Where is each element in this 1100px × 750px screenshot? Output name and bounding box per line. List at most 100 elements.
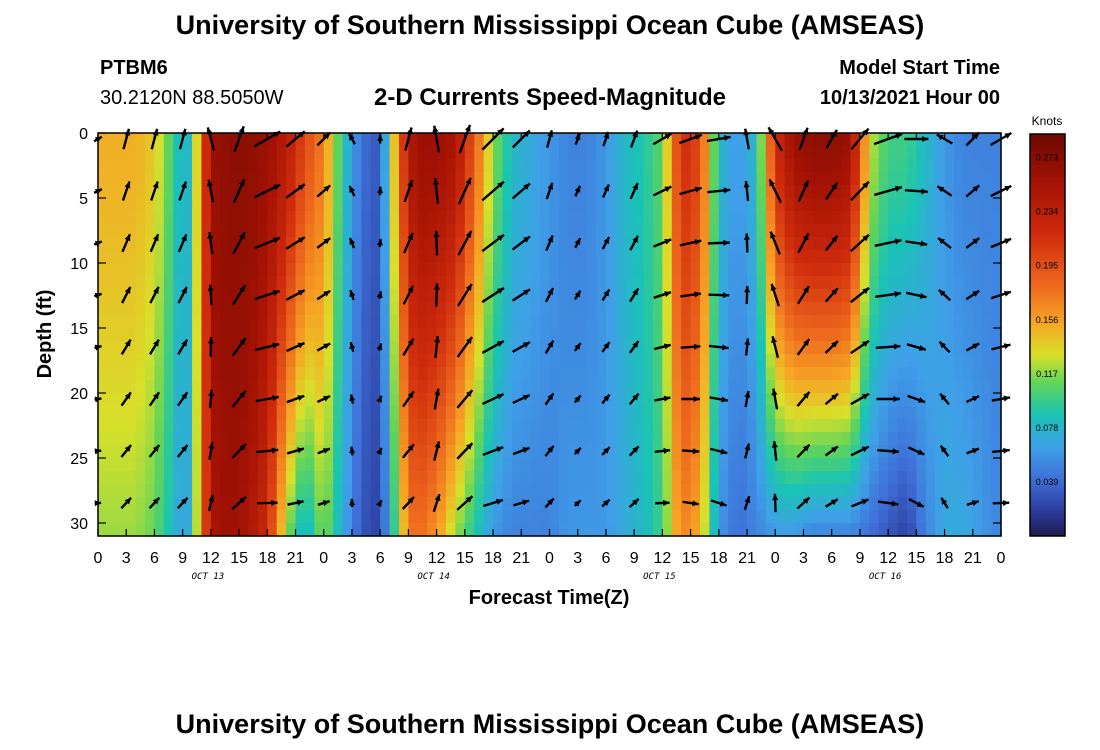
heatmap-cell [718,484,729,498]
heatmap-cell [850,393,861,407]
heatmap-cell [841,341,852,355]
heatmap-cell [784,367,795,381]
heatmap-cell [229,185,240,199]
heatmap-cell [474,237,485,251]
heatmap-cell [869,250,880,264]
heatmap-cell [229,432,240,446]
heatmap-cell [389,328,400,342]
heatmap-cell [417,133,428,147]
heatmap-cell [700,328,711,342]
heatmap-cell [718,133,729,147]
heatmap-cell [436,406,447,420]
heatmap-cell [257,302,268,316]
heatmap-cell [624,471,635,485]
heatmap-cell [831,523,842,537]
x-tick-label: 15 [907,550,925,567]
heatmap-cell [982,497,993,511]
heatmap-cell [229,172,240,186]
current-arrow [601,288,611,302]
heatmap-cell [493,224,504,238]
heatmap-cell [455,302,466,316]
heatmap-cell [953,289,964,303]
heatmap-cell [831,185,842,199]
heatmap-cell [747,445,758,459]
heatmap-cell [116,510,127,524]
heatmap-cell [229,224,240,238]
heatmap-cell [878,380,889,394]
heatmap-cell [417,146,428,160]
heatmap-cell [304,185,315,199]
heatmap-cell [446,341,457,355]
heatmap-cell [286,133,297,147]
colorbar-tick-label: 0.195 [1036,261,1059,271]
current-arrow [513,499,530,507]
current-arrow [231,337,247,357]
heatmap-cell [126,133,137,147]
heatmap-cell [98,458,109,472]
heatmap-cell [239,393,250,407]
heatmap-cell [841,276,852,290]
heatmap-cell [229,484,240,498]
heatmap-cell [596,289,607,303]
heatmap-cell [906,159,917,173]
heatmap-cell [342,367,353,381]
heatmap-cell [794,224,805,238]
heatmap-cell [765,185,776,199]
heatmap-cell [775,445,786,459]
heatmap-cell [935,510,946,524]
x-tick-label: 0 [545,550,554,567]
heatmap-cell [483,471,494,485]
heatmap-cell [982,133,993,147]
heatmap-cell [709,250,720,264]
heatmap-cell [436,510,447,524]
heatmap-cell [850,185,861,199]
heatmap-cell [841,133,852,147]
current-arrow [628,392,640,406]
heatmap-cell [953,380,964,394]
heatmap-cell [210,315,221,329]
current-arrow [743,180,750,202]
heatmap-cell [681,380,692,394]
heatmap-cell [897,172,908,186]
x-tick-label: 0 [94,550,103,567]
heatmap-cell [568,237,579,251]
heatmap-cell [314,367,325,381]
heatmap-cell [107,159,118,173]
heatmap-cell [634,393,645,407]
heatmap-cell [831,445,842,459]
current-arrow [120,496,132,510]
heatmap-cell [323,497,334,511]
heatmap-cell [380,146,391,160]
heatmap-cell [257,133,268,147]
heatmap-cell [709,419,720,433]
x-tick-label: 3 [122,550,131,567]
heatmap-cell [135,380,146,394]
heatmap-cell [286,458,297,472]
heatmap-cell [634,367,645,381]
current-arrow [771,388,779,410]
heatmap-cell [314,458,325,472]
heatmap-cell [615,172,626,186]
heatmap-cell [953,523,964,537]
heatmap-cell [455,445,466,459]
heatmap-cell [521,302,532,316]
heatmap-cell [624,146,635,160]
heatmap-cell [963,263,974,277]
heatmap-cell [220,367,231,381]
heatmap-cell [944,250,955,264]
heatmap-cell [982,510,993,524]
heatmap-cell [182,497,193,511]
heatmap-cell [671,133,682,147]
heatmap-cell [747,289,758,303]
heatmap-cell [342,419,353,433]
heatmap-cell [652,432,663,446]
heatmap-cell [822,393,833,407]
chart-subtitle: 2-D Currents Speed-Magnitude [373,84,727,111]
heatmap-cell [98,276,109,290]
heatmap-cell [615,315,626,329]
heatmap-cell [747,510,758,524]
heatmap-cell [361,276,372,290]
current-arrow [544,340,555,354]
heatmap-cell [859,185,870,199]
heatmap-cell [248,523,259,537]
